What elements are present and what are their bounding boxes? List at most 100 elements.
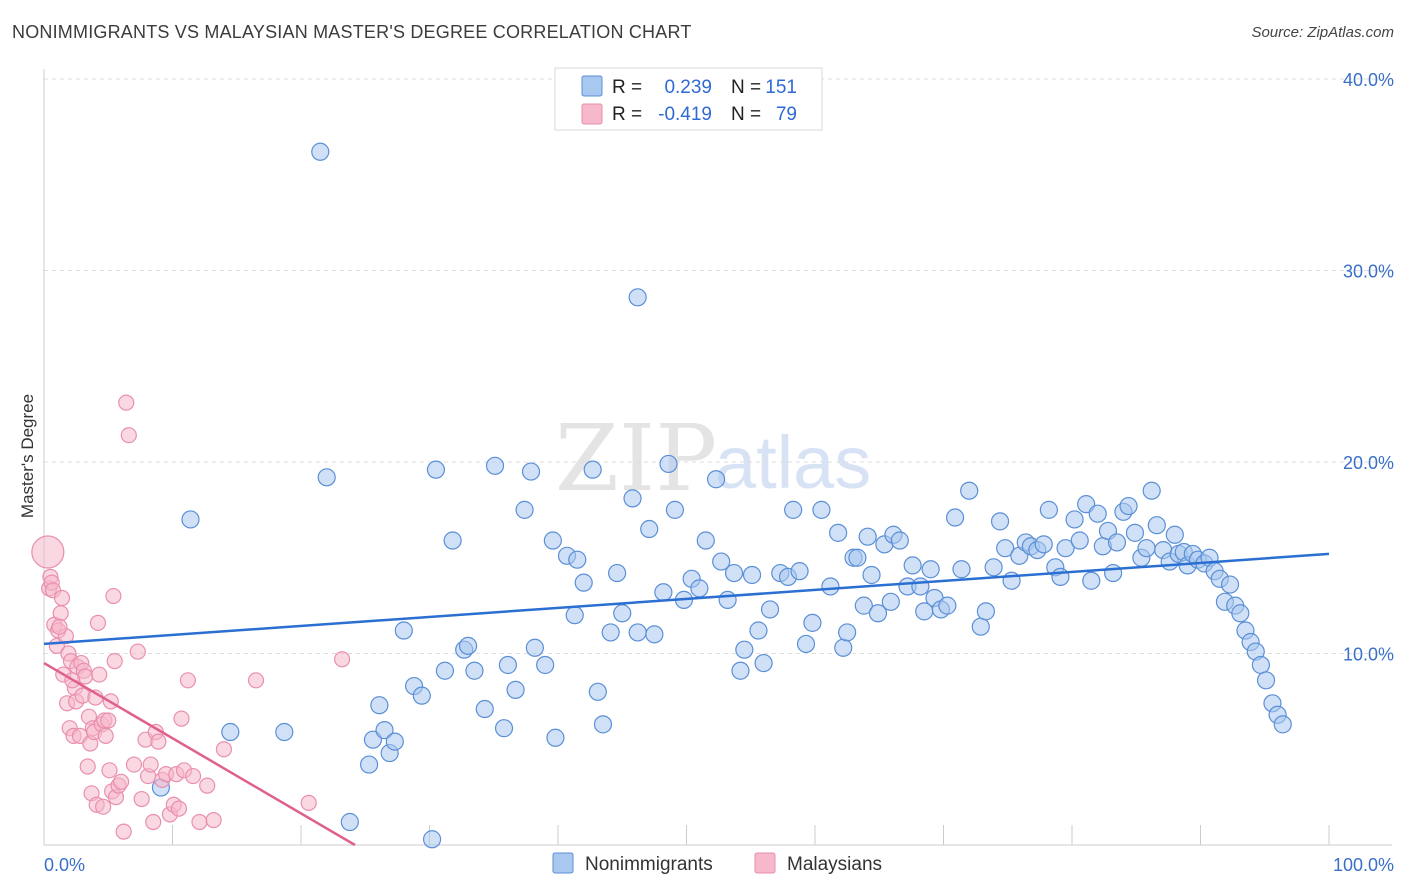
nonimmigrants-point: [221, 722, 240, 742]
nonimmigrants-point: [868, 604, 888, 623]
malaysians-point: [115, 823, 132, 840]
nonimmigrants-point: [506, 680, 525, 699]
nonimmigrants-point: [881, 592, 900, 611]
nonimmigrants-point: [565, 606, 584, 625]
nonimmigrants-point: [1256, 671, 1276, 690]
nonimmigrants-point: [890, 531, 909, 550]
legend-n-value-1: 79: [776, 104, 797, 125]
bottom-legend-swatch-malaysians: [754, 852, 776, 874]
x-tick-label-max: 100.0%: [1333, 855, 1394, 875]
nonimmigrants-point: [984, 558, 1003, 577]
nonimmigrants-point: [829, 523, 848, 542]
nonimmigrants-point: [659, 454, 678, 474]
nonimmigrants-point: [735, 640, 754, 659]
nonimmigrants-point: [821, 577, 840, 596]
nonimmigrants-point: [952, 560, 971, 579]
nonimmigrants-point: [945, 508, 965, 527]
nonimmigrants-point: [1034, 535, 1053, 554]
nonimmigrants-point: [862, 565, 881, 585]
legend-n-label-0: N =: [731, 77, 761, 98]
malaysians-point: [95, 798, 112, 815]
y-tick-label: 30.0%: [1343, 262, 1394, 282]
source-label: Source: ZipAtlas.com: [1251, 24, 1394, 41]
nonimmigrants-point: [976, 602, 996, 621]
nonimmigrants-point: [317, 468, 336, 487]
malaysians-point: [112, 773, 130, 790]
malaysians-point: [173, 710, 190, 727]
nonimmigrants-point: [911, 577, 930, 596]
nonimmigrants-point: [613, 604, 632, 623]
nonimmigrants-point: [903, 556, 922, 575]
malaysians-point: [145, 813, 162, 831]
malaysians-point: [129, 643, 146, 660]
x-tick-label-min: 0.0%: [44, 855, 85, 875]
nonimmigrants-point: [712, 552, 731, 571]
nonimmigrants-point: [848, 548, 867, 567]
nonimmigrants-point: [435, 661, 455, 680]
nonimmigrants-point: [784, 500, 803, 519]
nonimmigrants-point: [494, 719, 514, 738]
nonimmigrants-point: [583, 460, 602, 479]
nonimmigrants-point: [665, 500, 685, 519]
malaysians-point: [105, 587, 122, 605]
nonimmigrants-point: [475, 699, 494, 719]
y-axis-title: Master's Degree: [18, 394, 37, 518]
nonimmigrants-point: [1147, 516, 1166, 535]
nonimmigrants-point: [696, 531, 715, 550]
nonimmigrants-point: [858, 527, 877, 546]
legend-r-label-1: R =: [612, 104, 642, 125]
malaysians-point: [300, 794, 317, 811]
malaysians-point: [179, 672, 197, 689]
nonimmigrants-point: [1082, 571, 1101, 590]
y-tick-label: 40.0%: [1343, 70, 1394, 90]
legend-r-value-0: 0.239: [664, 77, 712, 98]
nonimmigrants-point: [370, 696, 389, 715]
malaysians-point: [106, 653, 123, 670]
nonimmigrants-point: [960, 481, 979, 500]
nonimmigrants-point: [422, 830, 442, 849]
nonimmigrants-point: [536, 655, 555, 675]
nonimmigrants-point: [498, 655, 517, 675]
nonimmigrants-point: [1220, 575, 1240, 594]
nonimmigrants-point: [1107, 533, 1127, 552]
nonimmigrants-point: [996, 539, 1015, 558]
malaysians-point: [199, 777, 216, 794]
nonimmigrants-point: [1119, 496, 1138, 516]
nonimmigrants-point: [588, 682, 607, 701]
malaysians-point: [215, 741, 232, 758]
y-tick-labels: 10.0% 20.0% 30.0% 40.0%: [1343, 70, 1394, 665]
nonimmigrants-point: [706, 470, 726, 489]
nonimmigrants-point: [1065, 510, 1084, 529]
malaysians-point: [91, 666, 108, 683]
legend-swatch-malaysians: [581, 103, 603, 125]
nonimmigrants-point: [731, 661, 750, 680]
malaysians-point: [100, 712, 117, 729]
nonimmigrants-point: [485, 456, 505, 475]
y-tick-label: 10.0%: [1343, 645, 1394, 665]
trend-line-malaysians: [43, 661, 356, 847]
legend-r-value-1: -0.419: [658, 104, 712, 125]
nonimmigrants-point: [181, 510, 200, 529]
malaysians-point: [52, 605, 69, 622]
legend-n-value-0: 151: [765, 77, 797, 98]
bottom-legend-swatch-nonimmigrants: [552, 852, 574, 874]
malaysians-point: [97, 727, 114, 744]
nonimmigrants-point: [1137, 539, 1156, 558]
nonimmigrants-point: [543, 531, 562, 550]
nonimmigrants-point: [360, 755, 379, 774]
legend-swatch-nonimmigrants: [581, 75, 603, 97]
malaysians-point: [79, 758, 96, 775]
nonimmigrants-point: [854, 596, 873, 615]
malaysians-point: [133, 790, 150, 808]
malaysians-point: [184, 767, 202, 785]
chart-title: NONIMMIGRANTS VS MALAYSIAN MASTER'S DEGR…: [12, 22, 692, 42]
nonimmigrants-point: [654, 583, 673, 602]
nonimmigrants-point: [1125, 523, 1145, 542]
nonimmigrants-point: [640, 519, 659, 539]
nonimmigrants-point: [465, 661, 484, 680]
nonimmigrants-point: [385, 732, 404, 751]
nonimmigrants-point: [834, 638, 853, 657]
nonimmigrants-point: [593, 715, 613, 734]
nonimmigrants-point: [623, 489, 642, 508]
